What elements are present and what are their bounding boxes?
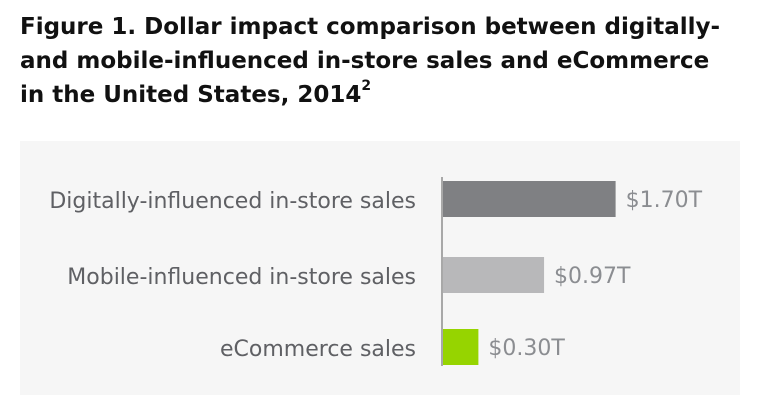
category-label: Digitally-influenced in-store sales [49,189,416,214]
title-footnote: 2 [361,78,372,95]
bar [443,257,545,293]
title-text: Figure 1. Dollar impact comparison betwe… [20,14,721,108]
value-label: $0.30T [488,336,565,361]
chart-panel [20,141,740,395]
category-label: eCommerce sales [220,337,416,362]
value-label: $0.97T [554,264,631,289]
chart-title: Figure 1. Dollar impact comparison betwe… [20,10,740,112]
bar [443,181,616,217]
bar [443,329,479,365]
value-label: $1.70T [626,188,703,213]
category-label: Mobile-influenced in-store sales [67,265,416,290]
